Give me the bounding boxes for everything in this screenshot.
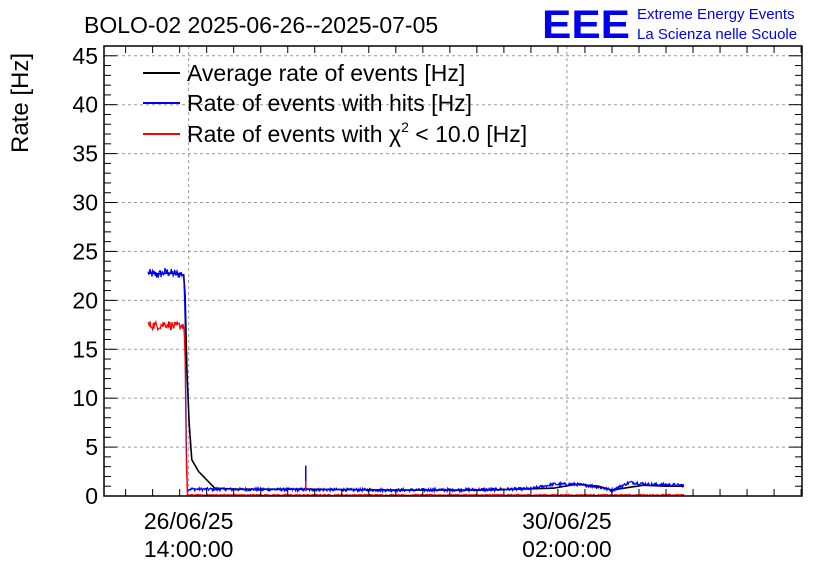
series-line-average <box>148 272 684 491</box>
y-tick-label: 20 <box>72 287 98 313</box>
legend-chi2-exp: 2 <box>401 119 409 135</box>
y-tick-label: 10 <box>72 385 98 411</box>
y-tick-label: 15 <box>72 336 98 362</box>
legend-chi2-suffix: < 10.0 [Hz] <box>409 121 527 147</box>
y-tick-label: 30 <box>72 190 98 216</box>
legend-chi2-prefix: Rate of events with <box>187 121 389 147</box>
y-tick-label: 35 <box>72 141 98 167</box>
series-line-hits <box>147 267 685 494</box>
x-tick-label-date: 26/06/25 <box>144 508 234 534</box>
legend-label-hits: Rate of events with hits [Hz] <box>187 90 472 116</box>
logo-mark-eee: EEE <box>542 3 630 47</box>
legend-chi2-symbol: χ <box>389 121 401 147</box>
legend-label-chi2: Rate of events with χ2 < 10.0 [Hz] <box>187 119 527 147</box>
grid-lines <box>104 46 802 496</box>
x-tick-label-time: 14:00:00 <box>144 536 234 562</box>
logo-line-1: Extreme Energy Events <box>637 6 795 23</box>
y-tick-label: 0 <box>85 483 98 509</box>
legend-label-average: Average rate of events [Hz] <box>187 60 465 86</box>
y-axis-label: Rate [Hz] <box>7 53 34 153</box>
y-tick-label: 45 <box>72 43 98 69</box>
series-layer <box>147 267 685 497</box>
y-tick-label: 25 <box>72 238 98 264</box>
chart-title: BOLO-02 2025-06-26--2025-07-05 <box>84 12 438 38</box>
eee-logo: EEE Extreme Energy Events La Scienza nel… <box>542 3 797 47</box>
legend: Average rate of events [Hz] Rate of even… <box>143 60 527 147</box>
x-tick-label-date: 30/06/25 <box>522 508 612 534</box>
y-tick-label: 40 <box>72 92 98 118</box>
y-tick-label: 5 <box>85 434 98 460</box>
x-tick-label-time: 02:00:00 <box>522 536 612 562</box>
series-line-chi2 <box>147 319 685 497</box>
logo-line-2: La Scienza nelle Scuole <box>637 26 797 43</box>
